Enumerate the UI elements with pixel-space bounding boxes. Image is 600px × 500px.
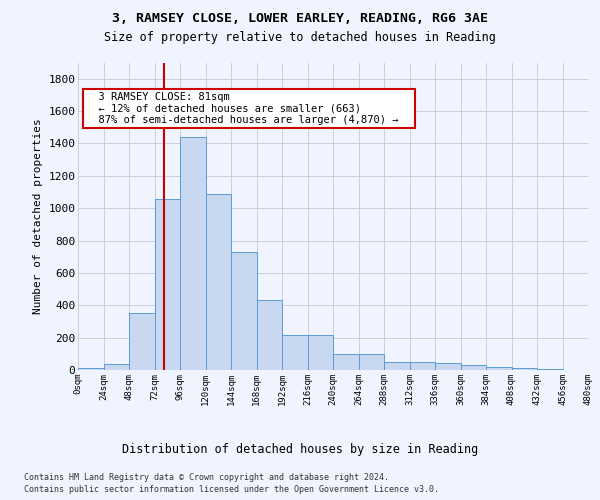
Bar [180, 137, 205, 370]
Bar [409, 362, 435, 370]
Bar [78, 368, 104, 370]
Bar [435, 362, 461, 370]
Bar [486, 367, 511, 370]
Bar [257, 300, 282, 370]
Bar [231, 252, 257, 370]
Bar [282, 335, 308, 370]
Text: 3, RAMSEY CLOSE, LOWER EARLEY, READING, RG6 3AE: 3, RAMSEY CLOSE, LOWER EARLEY, READING, … [112, 12, 488, 26]
Bar [308, 335, 333, 370]
Y-axis label: Number of detached properties: Number of detached properties [32, 118, 43, 314]
Text: Distribution of detached houses by size in Reading: Distribution of detached houses by size … [122, 442, 478, 456]
Bar [384, 362, 409, 370]
Bar [205, 194, 231, 370]
Bar [359, 354, 384, 370]
Bar [461, 365, 486, 370]
Text: 3 RAMSEY CLOSE: 81sqm
  ← 12% of detached houses are smaller (663)
  87% of semi: 3 RAMSEY CLOSE: 81sqm ← 12% of detached … [86, 92, 412, 125]
Text: Size of property relative to detached houses in Reading: Size of property relative to detached ho… [104, 31, 496, 44]
Bar [155, 200, 180, 370]
Text: Contains HM Land Registry data © Crown copyright and database right 2024.: Contains HM Land Registry data © Crown c… [24, 472, 389, 482]
Text: Contains public sector information licensed under the Open Government Licence v3: Contains public sector information licen… [24, 485, 439, 494]
Bar [511, 368, 537, 370]
Bar [537, 369, 563, 370]
Bar [104, 364, 129, 370]
Bar [129, 314, 155, 370]
Bar [333, 354, 359, 370]
